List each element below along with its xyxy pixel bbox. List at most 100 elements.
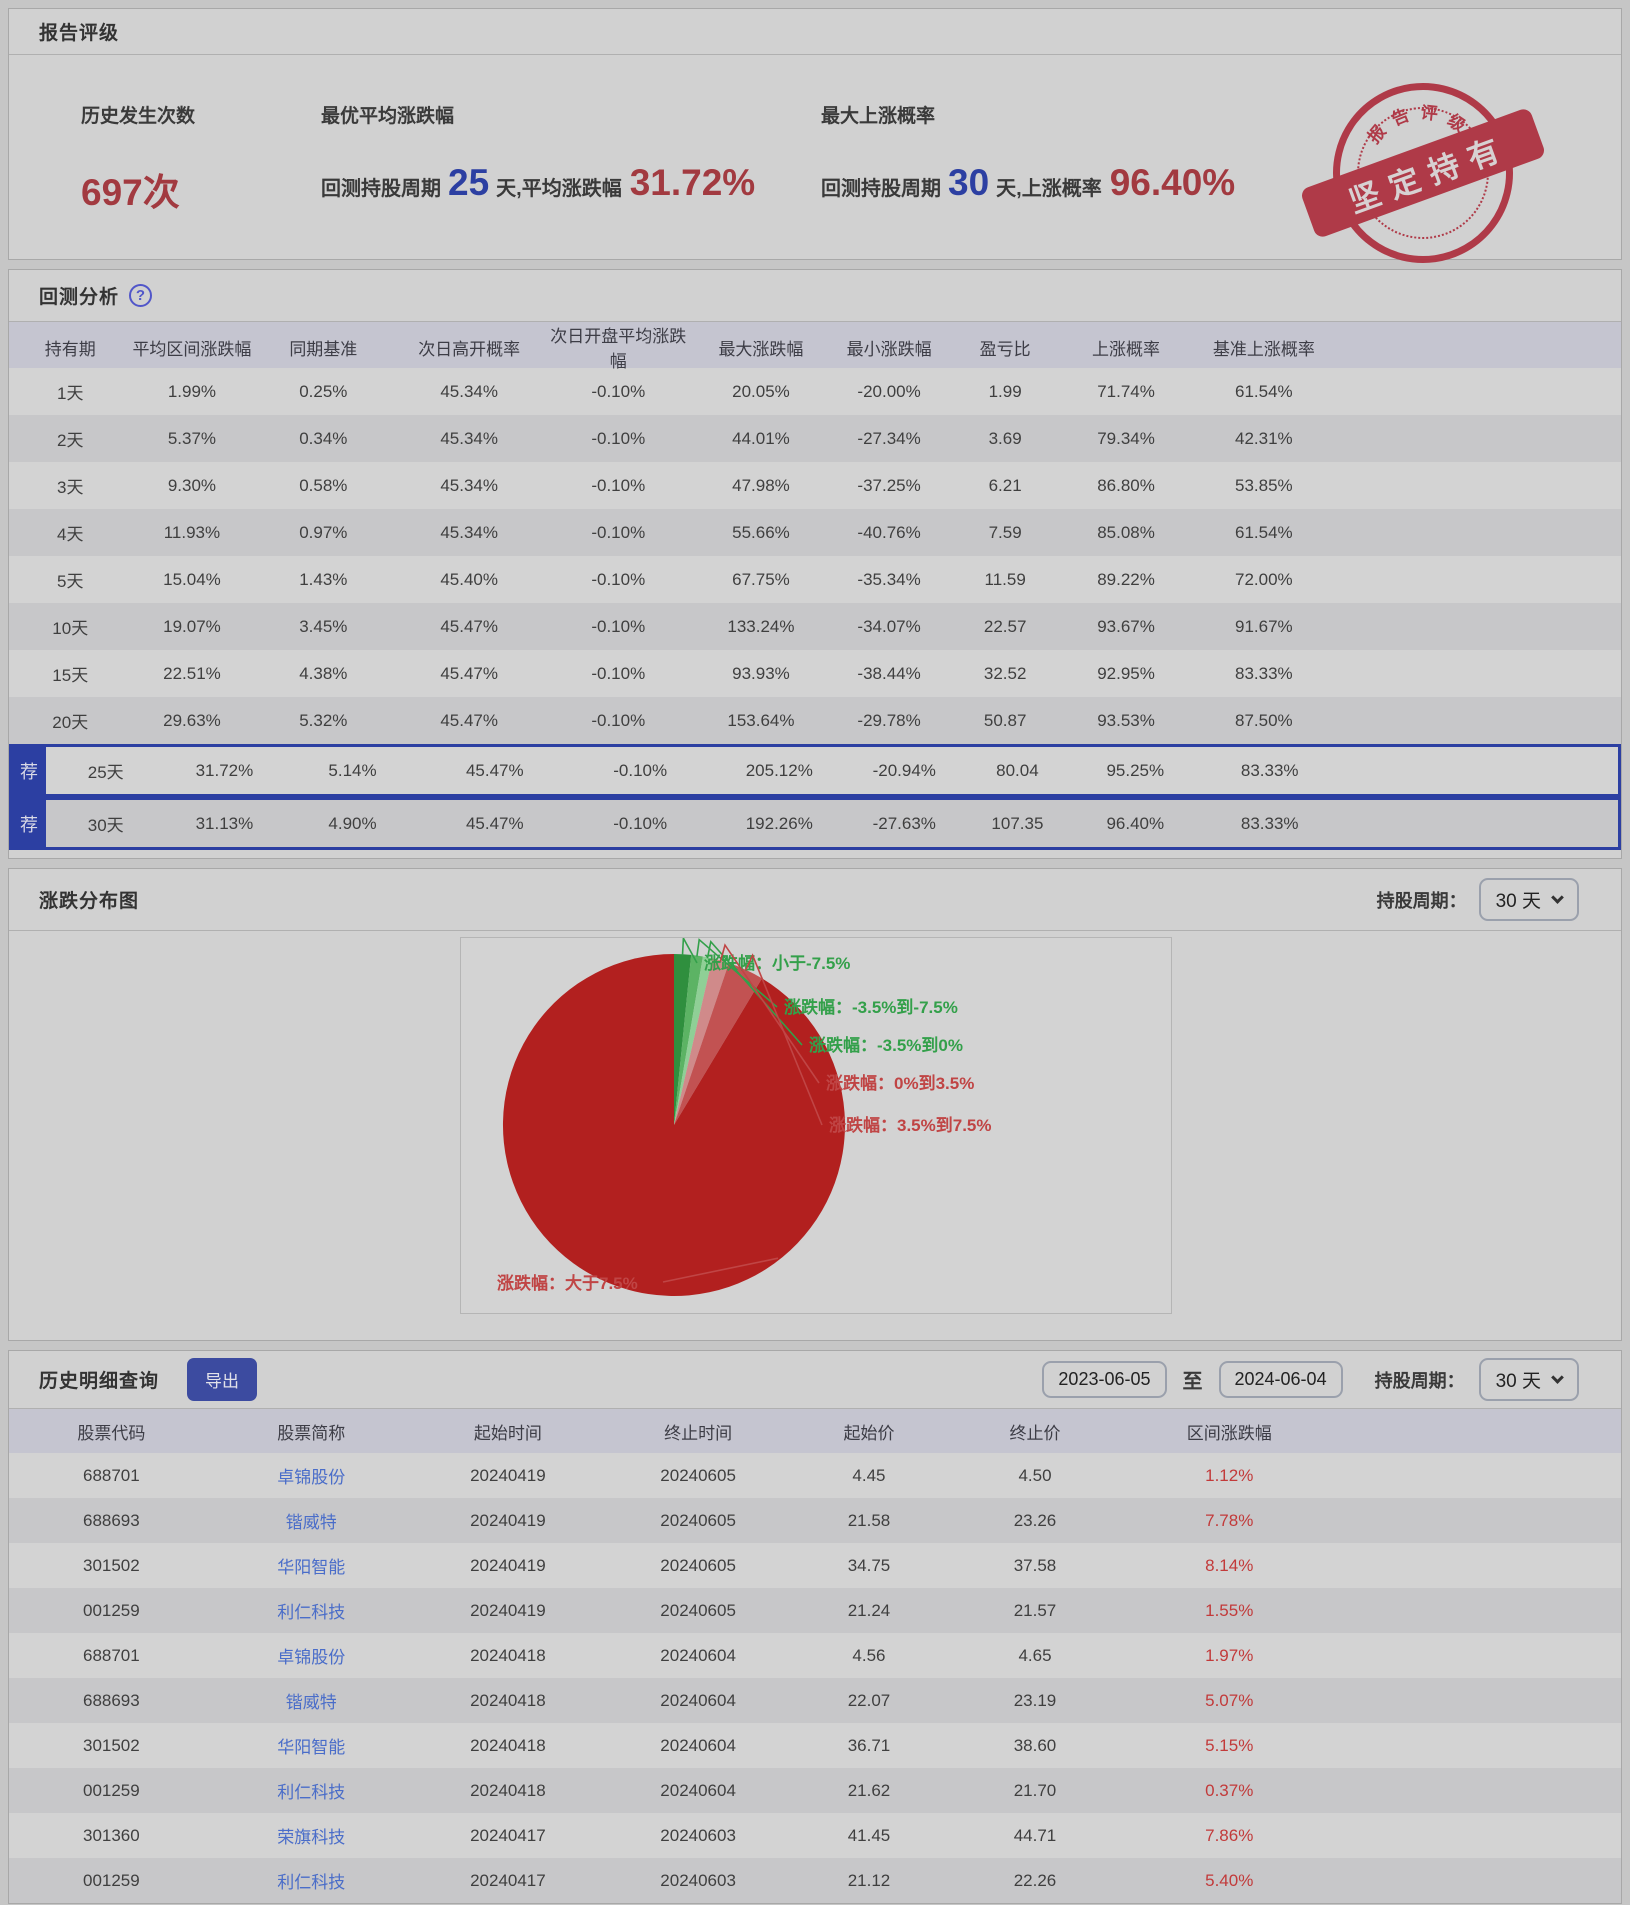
stock-name-link[interactable]: 锴威特 <box>285 1513 337 1532</box>
date-to-input[interactable]: 2024-06-04 <box>1218 1361 1343 1398</box>
pie-chart: 涨跌幅：小于-7.5%涨跌幅：-3.5%到-7.5%涨跌幅：-3.5%到0%涨跌… <box>497 938 992 1296</box>
stock-code-cell: 301502 <box>82 1555 140 1575</box>
stock-code-cell: 001259 <box>82 1780 140 1800</box>
stock-name-link[interactable]: 利仁科技 <box>277 1603 346 1622</box>
pie-leader-line <box>744 953 823 1126</box>
change-cell: 8.14% <box>1205 1555 1254 1575</box>
history-row: 001259 利仁科技 20240419 20240605 21.24 21.57 1.55… <box>9 1588 1621 1633</box>
history-period-select[interactable]: 30 天 <box>1478 1358 1579 1401</box>
cell: -0.10% <box>591 663 646 683</box>
column-header: 区间涨跌幅 <box>1186 1423 1272 1443</box>
stat-best-avg-middle: 天,平均涨跌幅 <box>496 178 622 200</box>
stock-name-link[interactable]: 利仁科技 <box>277 1783 346 1802</box>
stock-code-cell: 301502 <box>82 1735 140 1755</box>
distribution-panel: 涨跌分布图 持股周期： 30 天 涨跌幅：小于-7.5% 涨跌幅：-3.5%到-7… <box>8 868 1622 1341</box>
cell: 107.35 <box>991 813 1044 833</box>
pie-slice[interactable] <box>674 958 729 1125</box>
pie-slice[interactable] <box>674 954 703 1125</box>
cell: 15天 <box>52 666 89 685</box>
distribution-period-value: 30 天 <box>1495 891 1541 912</box>
stat-occurrences-label: 历史发生次数 <box>81 106 196 127</box>
cell: 67.75% <box>732 569 790 589</box>
start-price-cell: 41.45 <box>847 1825 891 1845</box>
history-panel-header: 历史明细查询 导出 2023-06-05 至 2024-06-04 持股周期： … <box>9 1351 1621 1409</box>
start-date-cell: 20240417 <box>470 1825 546 1845</box>
end-date-cell: 20240604 <box>660 1780 736 1800</box>
export-button[interactable]: 导出 <box>187 1358 258 1401</box>
cell: 45.47% <box>440 663 499 683</box>
backtest-row-cells: 3天 9.30% 0.58% 45.34% -0.10% 47.98% -37.25% 6.2… <box>9 462 1621 509</box>
start-date-cell: 20240419 <box>470 1510 546 1530</box>
rating-title: 报告评级 <box>39 23 120 44</box>
date-from-input[interactable]: 2023-06-05 <box>1042 1361 1167 1398</box>
cell: 3.69 <box>988 428 1022 448</box>
end-price-cell: 23.19 <box>1013 1690 1057 1710</box>
cell: -29.78% <box>857 710 921 730</box>
stat-occurrences-value: 697次 <box>81 172 180 213</box>
cell: 93.93% <box>732 663 790 683</box>
cell: 20天 <box>52 713 89 732</box>
start-price-cell: 21.12 <box>847 1870 891 1890</box>
cell: -0.10% <box>591 569 646 589</box>
cell: -0.10% <box>591 522 646 542</box>
pie-slice[interactable] <box>674 963 762 1125</box>
backtest-table-body: 1天 1.99% 0.25% 45.34% -0.10% 20.05% -20.00% 1.9… <box>9 368 1621 850</box>
cell: 55.66% <box>732 522 790 542</box>
cell: 5.32% <box>299 710 348 730</box>
stock-name-link[interactable]: 华阳智能 <box>277 1558 346 1577</box>
cell: -20.94% <box>872 760 936 780</box>
help-icon[interactable]: ? <box>129 284 153 307</box>
history-row-cells: 301502 华阳智能 20240418 20240604 36.71 38.60 5.15… <box>9 1723 1621 1768</box>
pie-slice[interactable] <box>674 956 713 1126</box>
cell: 9.30% <box>167 475 217 495</box>
cell: 50.87 <box>983 710 1027 730</box>
backtest-row-cells: 15天 22.51% 4.38% 45.47% -0.10% 93.93% -38.44% 3… <box>9 650 1621 697</box>
stock-name-link[interactable]: 卓锦股份 <box>277 1468 346 1487</box>
change-cell: 5.07% <box>1205 1690 1254 1710</box>
cell: 83.33% <box>1240 813 1299 833</box>
history-row-cells: 688701 卓锦股份 20240418 20240604 4.56 4.65 1.97% <box>9 1633 1621 1678</box>
stock-name-link[interactable]: 锴威特 <box>285 1693 337 1712</box>
stat-max-prob-line: 回测持股周期 30 天,上涨概率 96.40% <box>821 162 1381 204</box>
pie-slice-label: 涨跌幅：-3.5%到-7.5% <box>784 997 958 1017</box>
cell: 53.85% <box>1235 475 1293 495</box>
history-row: 688701 卓锦股份 20240418 20240604 4.56 4.65 1.97% <box>9 1633 1621 1678</box>
stat-best-avg-days: 25 <box>448 162 490 203</box>
distribution-period-select[interactable]: 30 天 <box>1478 878 1579 921</box>
backtest-row: 1天 1.99% 0.25% 45.34% -0.10% 20.05% -20.00% 1.9… <box>9 368 1621 415</box>
end-price-cell: 21.57 <box>1013 1600 1057 1620</box>
history-period-value: 30 天 <box>1495 1371 1541 1392</box>
pie-chart-box: 涨跌幅：小于-7.5% 涨跌幅：-3.5%到-7.5% 涨跌幅：-3.5%到0% 涨跌… <box>460 937 1172 1314</box>
pie-leader-line <box>662 1257 779 1283</box>
cell: -34.07% <box>857 616 921 636</box>
end-price-cell: 4.65 <box>1018 1645 1052 1665</box>
distribution-title: 涨跌分布图 <box>39 891 140 912</box>
stock-name-link[interactable]: 华阳智能 <box>277 1738 346 1757</box>
backtest-row: 3天 9.30% 0.58% 45.34% -0.10% 47.98% -37.25% 6.2… <box>9 462 1621 509</box>
history-period-label: 持股周期： <box>1374 1370 1465 1391</box>
end-date-cell: 20240604 <box>660 1735 736 1755</box>
change-cell: 5.15% <box>1205 1735 1254 1755</box>
pie-slice[interactable] <box>674 954 692 1125</box>
cell: 42.31% <box>1235 428 1293 448</box>
end-price-cell: 44.71 <box>1013 1825 1057 1845</box>
start-date-cell: 20240419 <box>470 1555 546 1575</box>
cell: 80.04 <box>996 760 1039 780</box>
cell: 3.45% <box>299 616 348 636</box>
cell: -37.25% <box>857 475 921 495</box>
pie-slice[interactable] <box>502 954 845 1296</box>
cell: -0.10% <box>613 760 668 780</box>
cell: 45.47% <box>465 760 524 780</box>
column-header: 最大涨跌幅 <box>718 339 804 359</box>
stock-name-link[interactable]: 荣旗科技 <box>277 1828 346 1847</box>
stock-name-link[interactable]: 利仁科技 <box>277 1873 346 1892</box>
column-header: 平均区间涨跌幅 <box>132 339 252 359</box>
stock-name-link[interactable]: 卓锦股份 <box>277 1648 346 1667</box>
cell: -0.10% <box>591 475 646 495</box>
history-table-body: 688701 卓锦股份 20240419 20240605 4.45 4.50 1.12% 6… <box>9 1453 1621 1903</box>
start-price-cell: 21.24 <box>847 1600 891 1620</box>
cell: 45.34% <box>440 428 499 448</box>
stock-code-cell: 688693 <box>82 1690 140 1710</box>
stock-code-cell: 001259 <box>82 1870 140 1890</box>
cell: 83.33% <box>1235 663 1293 683</box>
